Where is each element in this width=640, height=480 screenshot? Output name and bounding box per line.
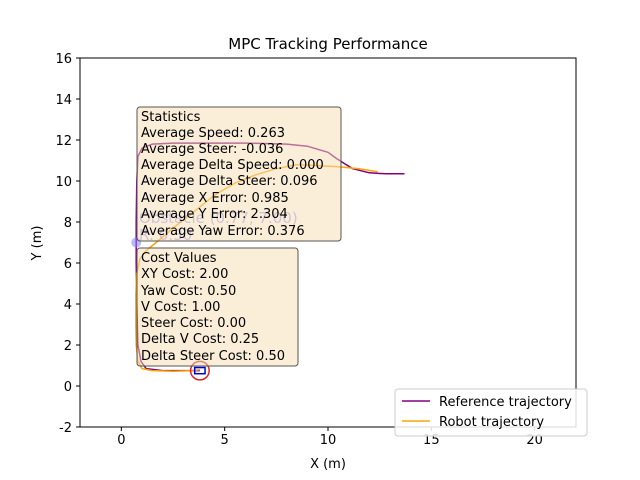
statistics-line: Statistics	[141, 110, 201, 125]
y-tick-label: 4	[64, 298, 72, 313]
cost-line: XY Cost: 2.00	[141, 267, 228, 282]
statistics-line: Average Steer: -0.036	[141, 142, 283, 157]
cost-line: Delta V Cost: 0.25	[141, 332, 259, 347]
x-tick-label: 0	[117, 433, 125, 448]
cost-values-box: Cost Values XY Cost: 2.00 Yaw Cost: 0.50…	[136, 247, 299, 367]
axes-frame	[79, 57, 577, 428]
y-tick-label: 8	[64, 216, 72, 231]
legend-label-robot: Robot trajectory	[439, 415, 544, 430]
statistics-line: Average Delta Steer: 0.096	[141, 174, 318, 189]
statistics-line: Average Delta Speed: 0.000	[141, 158, 324, 173]
statistics-line: Average Y Error: 2.304	[141, 207, 288, 222]
y-axis-label: Y (m)	[30, 226, 45, 262]
cost-line: Delta Steer Cost: 0.50	[141, 349, 285, 364]
x-tick-label: 5	[221, 433, 229, 448]
legend: Reference trajectory Robot trajectory	[394, 388, 588, 437]
statistics-line: Average X Error: 0.985	[141, 191, 289, 206]
cost-line: Yaw Cost: 0.50	[140, 284, 236, 299]
y-tick-label: 0	[64, 380, 72, 395]
x-tick-label: 15	[423, 433, 440, 448]
y-tick-label: 2	[64, 339, 72, 354]
chart-title: MPC Tracking Performance	[228, 35, 428, 53]
x-tick-label: 20	[526, 433, 543, 448]
cost-line: V Cost: 1.00	[141, 300, 220, 315]
axis-ticks: 0 5 10 15 20 -2 0 2 4 6 8 10 12 14 16	[55, 52, 542, 448]
statistics-line: Average Speed: 0.263	[141, 126, 285, 141]
robot-body-box	[193, 366, 206, 375]
cost-line: Steer Cost: 0.00	[141, 316, 246, 331]
x-axis-label: X (m)	[310, 457, 346, 472]
y-tick-label: 12	[55, 134, 72, 149]
y-tick-label: 10	[55, 175, 72, 190]
x-tick-label: 10	[320, 433, 337, 448]
y-tick-label: -2	[59, 421, 72, 436]
y-tick-label: 6	[64, 257, 72, 272]
statistics-line: Average Yaw Error: 0.376	[141, 224, 305, 239]
y-tick-label: 16	[55, 52, 72, 67]
cost-line: Cost Values	[141, 251, 217, 266]
statistics-box: Statistics Average Speed: 0.263 Average …	[136, 106, 342, 242]
legend-label-reference: Reference trajectory	[439, 395, 572, 410]
y-tick-label: 14	[55, 93, 72, 108]
